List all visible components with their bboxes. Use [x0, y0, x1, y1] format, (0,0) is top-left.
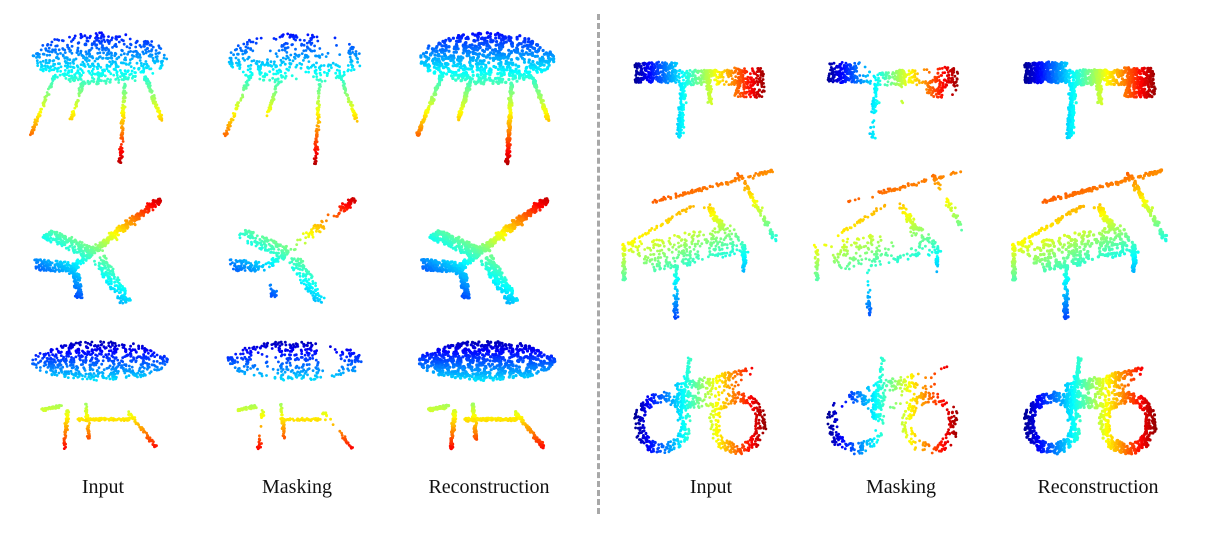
lamp-point-cloud [31, 340, 169, 450]
gun-point-cloud [1023, 60, 1157, 140]
table-point-cloud [29, 31, 169, 165]
left-caption-reconstruction: Reconstruction [428, 476, 550, 498]
motorbike-point-cloud [633, 356, 768, 456]
table-point-cloud [415, 31, 556, 166]
airplane-point-cloud [420, 197, 550, 305]
lamp-point-cloud [417, 340, 557, 451]
lamp-point-cloud [226, 340, 363, 451]
right-caption-masking: Masking [866, 476, 936, 498]
airplane-point-cloud [228, 197, 357, 304]
chair-point-cloud [1010, 168, 1169, 321]
panel-divider [597, 14, 600, 514]
gun-point-cloud [633, 60, 766, 139]
airplane-point-cloud [33, 197, 163, 305]
motorbike-point-cloud [826, 356, 959, 456]
right-caption-reconstruction: Reconstruction [1037, 476, 1159, 498]
right-caption-input: Input [689, 476, 733, 498]
left-caption-input: Input [81, 476, 125, 498]
chair-point-cloud [812, 170, 963, 317]
gun-point-cloud [826, 61, 960, 140]
table-point-cloud [222, 32, 362, 166]
left-caption-masking: Masking [262, 476, 332, 498]
motorbike-point-cloud [1023, 356, 1158, 456]
chair-point-cloud [621, 168, 778, 320]
